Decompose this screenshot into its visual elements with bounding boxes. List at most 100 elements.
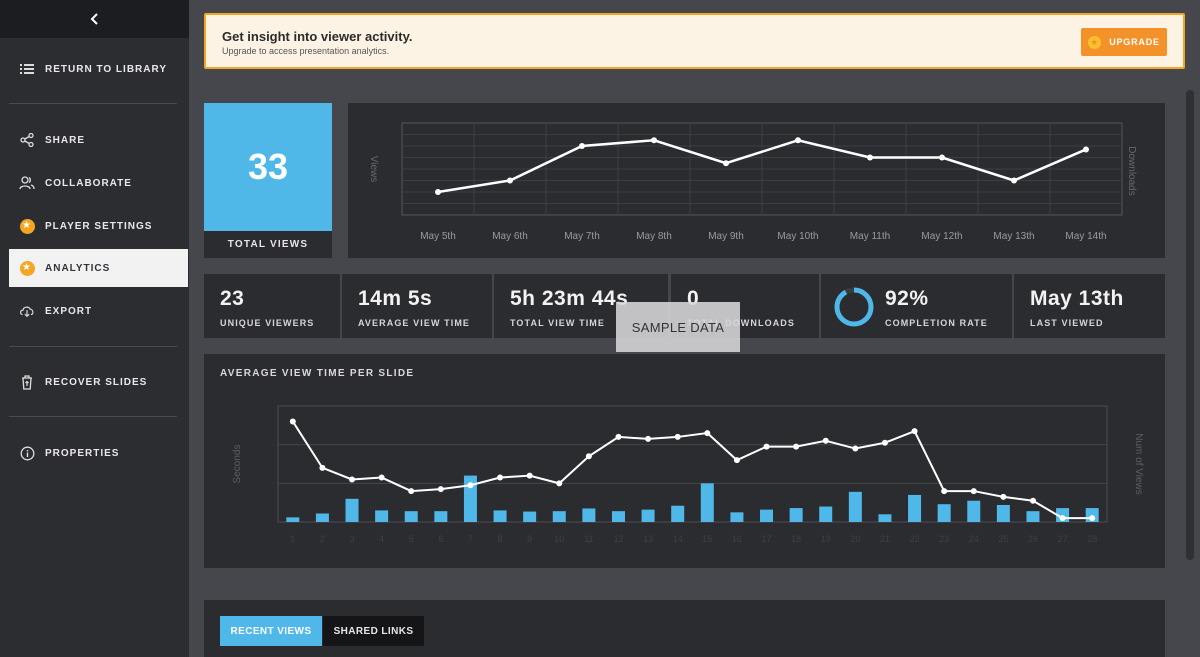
views-data-point <box>651 137 657 144</box>
seconds-data-point <box>437 486 444 493</box>
seconds-data-point <box>645 435 652 442</box>
share-icon <box>19 132 35 148</box>
views-bar <box>315 513 329 522</box>
x-tick-label: 20 <box>850 534 860 544</box>
sidebar-item-label: RECOVER SLIDES <box>45 376 148 388</box>
seconds-data-point <box>674 433 681 440</box>
stat-unique-viewers: 23 UNIQUE VIEWERS <box>204 274 340 338</box>
sidebar-item-share[interactable]: SHARE <box>9 121 188 159</box>
users-icon <box>19 175 35 191</box>
sidebar-item-label: ANALYTICS <box>45 262 111 274</box>
sidebar-item-label: SHARE <box>45 134 86 146</box>
x-tick-label: 27 <box>1058 534 1068 544</box>
views-bar <box>523 511 537 522</box>
seconds-data-point <box>526 472 533 479</box>
scrollbar[interactable] <box>1186 90 1194 560</box>
per-slide-chart: 1 2 3 4 5 6 7 8 9 10 11 12 13 14 15 16 17 18 19 20 21 22 23 24 2… <box>232 405 1144 544</box>
x-tick-label: 6 <box>438 534 443 544</box>
x-tick-label: 1 <box>290 534 295 544</box>
views-bar <box>641 509 655 522</box>
stat-value: 92% <box>885 287 929 310</box>
sidebar-item-properties[interactable]: PROPERTIES <box>9 434 188 472</box>
x-tick-label: 5 <box>409 534 414 544</box>
views-bar <box>375 510 389 522</box>
seconds-data-point <box>852 445 859 452</box>
tab-shared-links[interactable]: SHARED LINKS <box>323 616 424 646</box>
views-data-point <box>435 189 441 195</box>
sidebar-item-recover-slides[interactable]: RECOVER SLIDES <box>9 363 188 401</box>
sidebar-item-player-settings[interactable]: ★ PLAYER SETTINGS <box>9 207 188 245</box>
x-tick-label: 21 <box>880 534 890 544</box>
x-tick-label: 13 <box>643 534 653 544</box>
x-tick-label: 26 <box>1028 534 1038 544</box>
sidebar-divider <box>9 416 177 417</box>
seconds-data-point <box>289 418 296 425</box>
seconds-data-point <box>941 488 948 495</box>
seconds-data-point <box>763 443 770 450</box>
views-bar <box>493 510 507 522</box>
x-tick-label: May 6th <box>492 231 528 242</box>
stat-value: 14m 5s <box>358 287 433 310</box>
stat-caption: COMPLETION RATE <box>885 318 988 328</box>
x-tick-label: 22 <box>910 534 920 544</box>
views-data-point <box>1011 177 1017 184</box>
views-bar <box>611 511 625 522</box>
seconds-data-point <box>704 430 711 437</box>
back-button[interactable] <box>0 0 189 38</box>
x-tick-label: 8 <box>498 534 503 544</box>
per-slide-panel: AVERAGE VIEW TIME PER SLIDE 1 2 3 4 5 6 7 8 9 10 1… <box>204 354 1165 568</box>
sidebar-item-label: PROPERTIES <box>45 447 120 459</box>
views-data-point <box>723 160 729 167</box>
views-data-point <box>939 154 945 161</box>
x-tick-label: May 14th <box>1065 231 1106 242</box>
sidebar-item-analytics[interactable]: ★ ANALYTICS <box>9 249 188 287</box>
tab-recent-views[interactable]: RECENT VIEWS <box>220 616 322 646</box>
info-icon <box>19 445 35 461</box>
views-bar <box>671 505 685 522</box>
x-tick-label: 15 <box>702 534 712 544</box>
x-tick-label: 28 <box>1087 534 1097 544</box>
star-icon: ★ <box>19 218 35 234</box>
views-bar <box>700 483 714 522</box>
stat-value: 5h 23m 44s <box>510 287 629 310</box>
sidebar-divider <box>9 103 177 104</box>
stat-total-view-time: 5h 23m 44s TOTAL VIEW TIME <box>494 274 668 338</box>
x-tick-label: May 13th <box>993 231 1034 242</box>
views-bar <box>908 494 922 522</box>
total-views-value: 33 <box>204 103 332 231</box>
views-bar <box>789 508 803 522</box>
x-tick-label: 9 <box>527 534 532 544</box>
upgrade-button[interactable]: ★ UPGRADE <box>1081 28 1167 56</box>
views-bar <box>730 512 744 522</box>
chevron-left-icon <box>90 13 98 25</box>
views-bar <box>582 508 596 522</box>
views-bar <box>552 511 566 522</box>
stat-caption: AVERAGE VIEW TIME <box>358 318 471 328</box>
sidebar-item-return-to-library[interactable]: RETURN TO LIBRARY <box>9 50 188 88</box>
x-tick-label: 2 <box>320 534 325 544</box>
x-tick-label: 23 <box>939 534 949 544</box>
x-tick-label: 18 <box>791 534 801 544</box>
sidebar-item-export[interactable]: EXPORT <box>9 292 188 330</box>
x-tick-label: 7 <box>468 534 473 544</box>
sidebar-item-label: RETURN TO LIBRARY <box>45 63 167 75</box>
total-views-tile: 33 TOTAL VIEWS <box>204 103 332 258</box>
sidebar-item-collaborate[interactable]: COLLABORATE <box>9 164 188 202</box>
seconds-data-point <box>793 443 800 450</box>
star-icon: ★ <box>19 260 35 276</box>
plot-frame <box>277 405 1108 523</box>
x-tick-label: May 10th <box>777 231 818 242</box>
views-tabs-panel: RECENT VIEWS SHARED LINKS <box>204 600 1165 657</box>
views-chart: May 5th May 6th May 7th May 8th May 9th May 1… <box>368 122 1137 242</box>
trash-icon <box>19 374 35 390</box>
x-tick-label: 10 <box>554 534 564 544</box>
x-tick-label: 19 <box>821 534 831 544</box>
views-bar <box>967 500 981 522</box>
completion-ring <box>834 287 874 327</box>
views-bar <box>760 509 774 522</box>
seconds-data-point <box>822 437 829 444</box>
cloud-download-icon <box>19 303 35 319</box>
sample-data-overlay: SAMPLE DATA <box>616 302 740 352</box>
star-icon: ★ <box>1088 35 1102 49</box>
seconds-data-point <box>497 474 504 481</box>
